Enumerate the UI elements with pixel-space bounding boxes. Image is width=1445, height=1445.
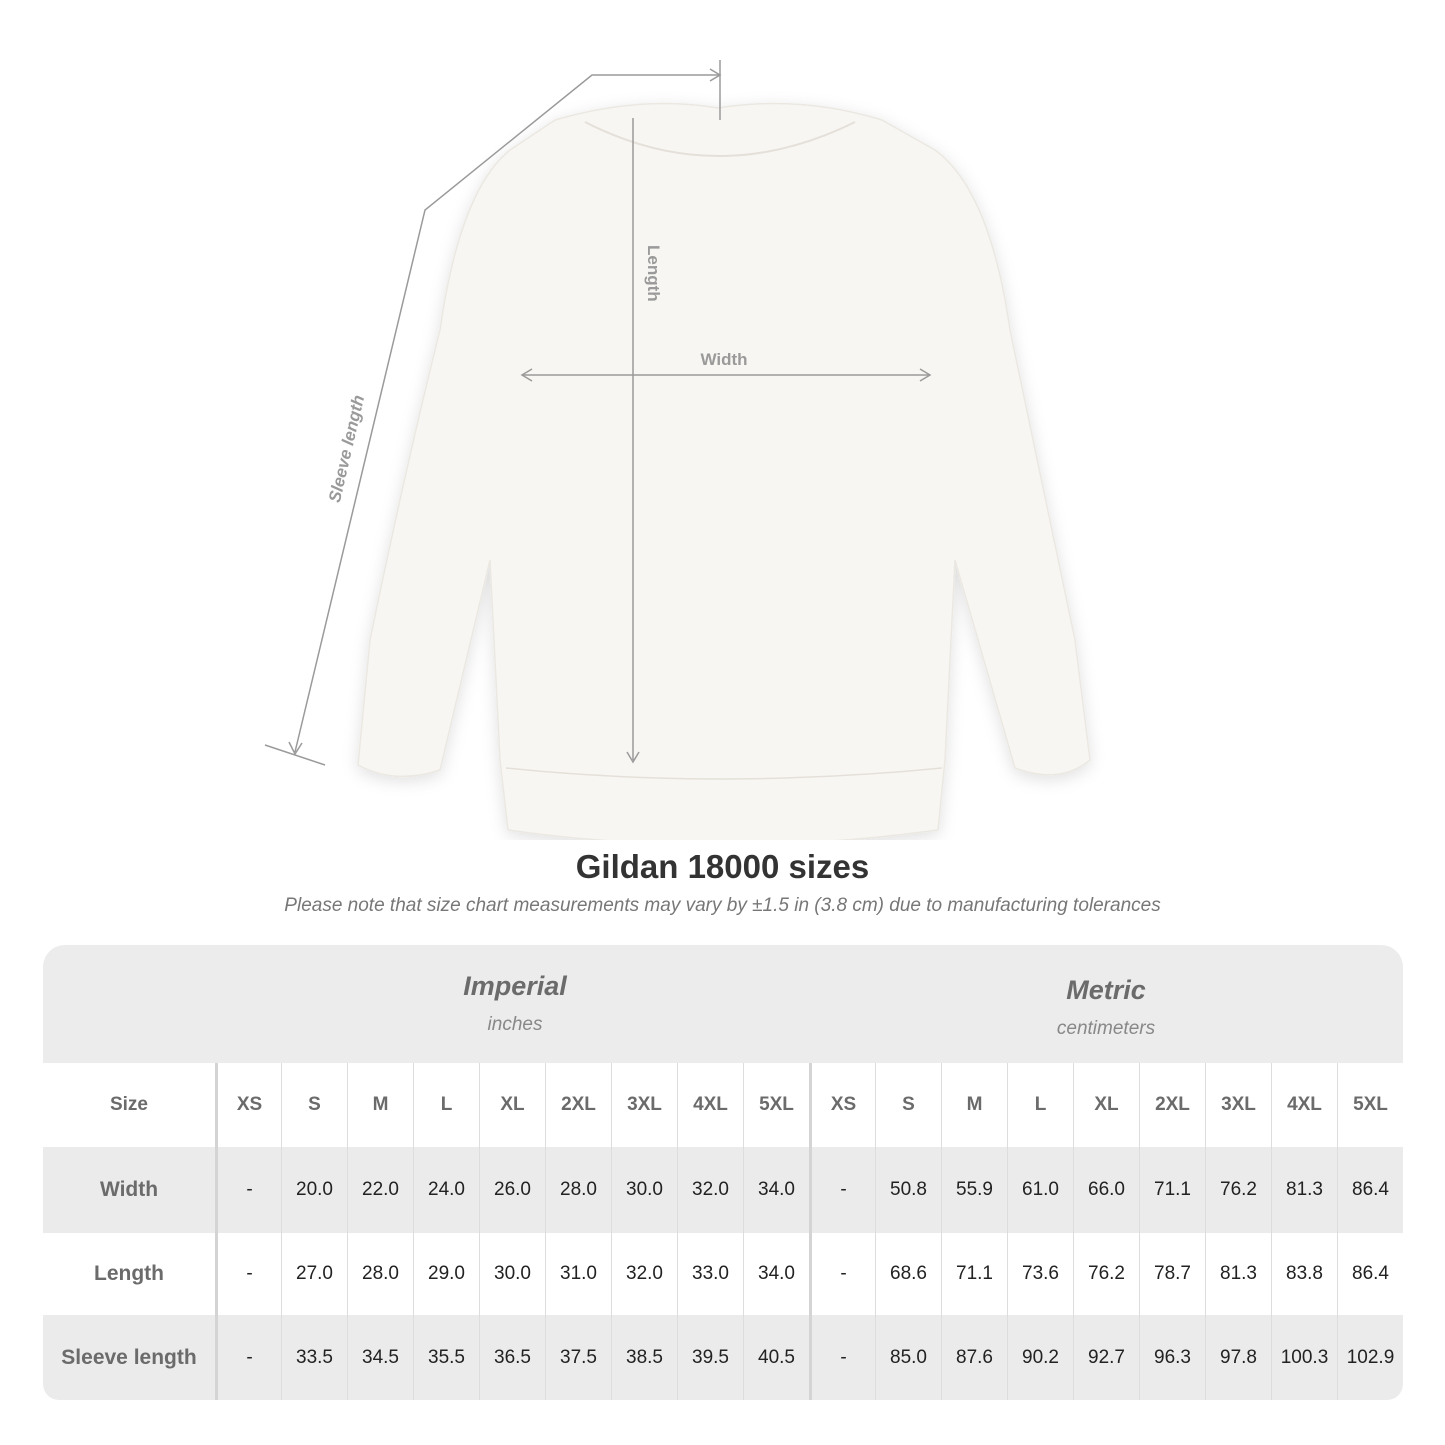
size-header-cell: XL bbox=[1073, 1063, 1139, 1147]
length-label: Length bbox=[644, 245, 663, 302]
page-title: Gildan 18000 sizes bbox=[575, 848, 870, 885]
imperial-title: Imperial bbox=[463, 971, 567, 1001]
imperial-unit: inches bbox=[487, 1014, 543, 1035]
table-cell: 81.3 bbox=[1205, 1233, 1271, 1315]
table-cell: 28.0 bbox=[545, 1147, 611, 1233]
size-row: Size XS S M L XL 2XL 3XL 4XL 5XL XS S M L XL 2XL 3XL 4XL… bbox=[43, 1063, 1403, 1147]
table-cell: - bbox=[215, 1315, 281, 1400]
table-row: Width -20.0 22.0 24.0 26.0 28.0 30.0 32.0 34.0-5… bbox=[43, 1147, 1403, 1233]
imperial-header: Imperial inches bbox=[215, 971, 815, 1036]
measurement-lines bbox=[264, 60, 932, 766]
table-cell: 24.0 bbox=[413, 1147, 479, 1233]
size-header-cell: XS bbox=[215, 1063, 281, 1147]
size-header-cell: L bbox=[1007, 1063, 1073, 1147]
table-cell: 87.6 bbox=[941, 1315, 1007, 1400]
table-cell: 26.0 bbox=[479, 1147, 545, 1233]
table-cell: 33.0 bbox=[677, 1233, 743, 1315]
table-cell: 32.0 bbox=[611, 1233, 677, 1315]
size-chart-table: Imperial inches Metric centimeters Size … bbox=[43, 945, 1403, 1400]
size-header-cell: 2XL bbox=[545, 1063, 611, 1147]
size-header-cell: XL bbox=[479, 1063, 545, 1147]
table-cell: 40.5 bbox=[743, 1315, 809, 1400]
table-cell: 35.5 bbox=[413, 1315, 479, 1400]
sleeve-length-line bbox=[294, 74, 720, 753]
table-cell: 71.1 bbox=[941, 1233, 1007, 1315]
table-cell: - bbox=[215, 1147, 281, 1233]
table-cell: 39.5 bbox=[677, 1315, 743, 1400]
table-cell: 81.3 bbox=[1271, 1147, 1337, 1233]
table-cell: 22.0 bbox=[347, 1147, 413, 1233]
table-cell: 78.7 bbox=[1139, 1233, 1205, 1315]
table-row: Length -27.0 28.0 29.0 30.0 31.0 32.0 33.0 34.0-… bbox=[43, 1233, 1403, 1315]
sweatshirt-measurement-diagram: Length Width Sleeve length bbox=[264, 60, 1091, 840]
table-cell: 38.5 bbox=[611, 1315, 677, 1400]
table-cell: 96.3 bbox=[1139, 1315, 1205, 1400]
table-cell: 73.6 bbox=[1007, 1233, 1073, 1315]
table-cell: 97.8 bbox=[1205, 1315, 1271, 1400]
table-cell: 71.1 bbox=[1139, 1147, 1205, 1233]
table-cell: - bbox=[809, 1147, 875, 1233]
table-cell: 28.0 bbox=[347, 1233, 413, 1315]
table-cell: - bbox=[215, 1233, 281, 1315]
tolerance-note: Please note that size chart measurements… bbox=[284, 895, 1161, 916]
table-cell: 29.0 bbox=[413, 1233, 479, 1315]
size-header-cell: 5XL bbox=[743, 1063, 809, 1147]
table-cell: 33.5 bbox=[281, 1315, 347, 1400]
table-cell: 92.7 bbox=[1073, 1315, 1139, 1400]
size-header-cell: M bbox=[347, 1063, 413, 1147]
table-cell: 66.0 bbox=[1073, 1147, 1139, 1233]
table-cell: 34.0 bbox=[743, 1147, 809, 1233]
table-cell: - bbox=[809, 1315, 875, 1400]
size-header-cell: 4XL bbox=[677, 1063, 743, 1147]
table-cell: 20.0 bbox=[281, 1147, 347, 1233]
size-header-cell: S bbox=[875, 1063, 941, 1147]
table-cell: 30.0 bbox=[479, 1233, 545, 1315]
width-label: Width bbox=[700, 350, 747, 369]
table-cell: 86.4 bbox=[1337, 1147, 1403, 1233]
metric-header: Metric centimeters bbox=[809, 975, 1403, 1040]
size-header-cell: XS bbox=[809, 1063, 875, 1147]
size-label: Size bbox=[109, 1094, 149, 1115]
table-header: Imperial inches Metric centimeters bbox=[43, 945, 1403, 1063]
size-header-cell: 3XL bbox=[1205, 1063, 1271, 1147]
table-cell: 68.6 bbox=[875, 1233, 941, 1315]
size-header-cell: M bbox=[941, 1063, 1007, 1147]
table-cell: 37.5 bbox=[545, 1315, 611, 1400]
metric-unit: centimeters bbox=[1056, 1018, 1156, 1039]
size-header-cell: S bbox=[281, 1063, 347, 1147]
metric-title: Metric bbox=[1066, 975, 1146, 1005]
size-header-cell: 2XL bbox=[1139, 1063, 1205, 1147]
table-cell: 32.0 bbox=[677, 1147, 743, 1233]
table-cell: 36.5 bbox=[479, 1315, 545, 1400]
table-cell: 86.4 bbox=[1337, 1233, 1403, 1315]
table-cell: 30.0 bbox=[611, 1147, 677, 1233]
table-cell: 27.0 bbox=[281, 1233, 347, 1315]
table-cell: 31.0 bbox=[545, 1233, 611, 1315]
table-cell: 90.2 bbox=[1007, 1315, 1073, 1400]
row-label: Length bbox=[94, 1262, 164, 1285]
table-cell: 55.9 bbox=[941, 1147, 1007, 1233]
table-cell: 100.3 bbox=[1271, 1315, 1337, 1400]
table-cell: 50.8 bbox=[875, 1147, 941, 1233]
sweatshirt-image bbox=[357, 102, 1091, 840]
table-cell: 76.2 bbox=[1205, 1147, 1271, 1233]
table-cell: 83.8 bbox=[1271, 1233, 1337, 1315]
table-cell: 76.2 bbox=[1073, 1233, 1139, 1315]
table-cell: 34.5 bbox=[347, 1315, 413, 1400]
size-header-cell: 3XL bbox=[611, 1063, 677, 1147]
row-label: Sleeve length bbox=[61, 1345, 197, 1369]
size-header-cell: L bbox=[413, 1063, 479, 1147]
row-label: Width bbox=[99, 1178, 159, 1201]
table-row: Sleeve length -33.5 34.5 35.5 36.5 37.5 38.5 39… bbox=[43, 1315, 1403, 1400]
table-cell: 102.9 bbox=[1337, 1315, 1403, 1400]
table-cell: 34.0 bbox=[743, 1233, 809, 1315]
table-cell: 85.0 bbox=[875, 1315, 941, 1400]
table-cell: - bbox=[809, 1233, 875, 1315]
size-header-cell: 5XL bbox=[1337, 1063, 1403, 1147]
sleeve-length-label: Sleeve length bbox=[325, 393, 368, 504]
table-cell: 61.0 bbox=[1007, 1147, 1073, 1233]
size-header-cell: 4XL bbox=[1271, 1063, 1337, 1147]
